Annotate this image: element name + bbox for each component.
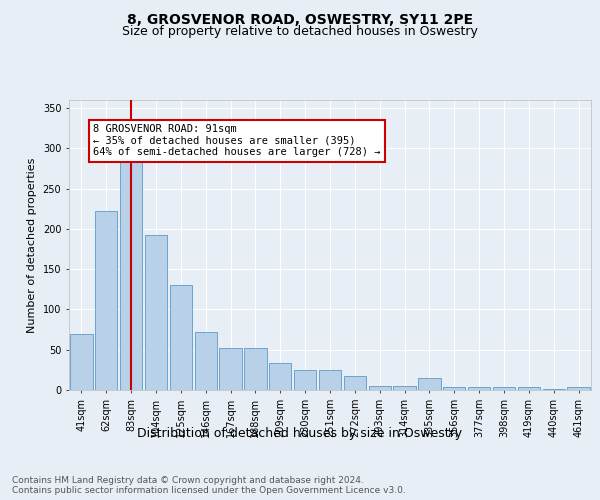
Bar <box>294 370 316 390</box>
Bar <box>170 286 192 390</box>
Bar <box>319 370 341 390</box>
Text: Contains HM Land Registry data © Crown copyright and database right 2024.
Contai: Contains HM Land Registry data © Crown c… <box>12 476 406 495</box>
Bar <box>145 236 167 390</box>
Bar <box>493 387 515 390</box>
Bar <box>443 387 466 390</box>
Bar <box>568 387 590 390</box>
Bar <box>70 334 92 390</box>
Bar <box>244 348 266 390</box>
Bar <box>220 348 242 390</box>
Bar <box>194 332 217 390</box>
Bar <box>418 378 440 390</box>
Bar <box>468 387 490 390</box>
Bar <box>368 386 391 390</box>
Bar <box>95 211 118 390</box>
Text: 8, GROSVENOR ROAD, OSWESTRY, SY11 2PE: 8, GROSVENOR ROAD, OSWESTRY, SY11 2PE <box>127 12 473 26</box>
Bar <box>518 387 540 390</box>
Y-axis label: Number of detached properties: Number of detached properties <box>27 158 37 332</box>
Bar <box>542 389 565 390</box>
Bar <box>269 364 292 390</box>
Text: Distribution of detached houses by size in Oswestry: Distribution of detached houses by size … <box>137 428 463 440</box>
Bar <box>120 128 142 390</box>
Text: 8 GROSVENOR ROAD: 91sqm
← 35% of detached houses are smaller (395)
64% of semi-d: 8 GROSVENOR ROAD: 91sqm ← 35% of detache… <box>94 124 381 158</box>
Bar <box>344 376 366 390</box>
Bar <box>394 386 416 390</box>
Text: Size of property relative to detached houses in Oswestry: Size of property relative to detached ho… <box>122 25 478 38</box>
